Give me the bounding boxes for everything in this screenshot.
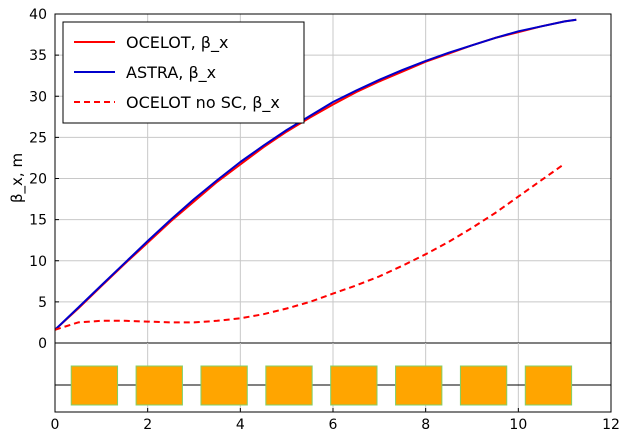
x-tick-label: 12 (602, 417, 619, 433)
quadrupole-box (135, 365, 183, 406)
quadrupole-box (200, 365, 248, 406)
series-layer (55, 18, 577, 331)
y-axis-label: β_x, m (8, 153, 27, 203)
y-tick-label: 35 (29, 48, 47, 64)
y-tick-label: 15 (29, 213, 47, 229)
y-tick-label: 0 (38, 336, 47, 352)
quadrupole-box (265, 365, 313, 406)
x-tick-label: 10 (509, 417, 527, 433)
legend-label-ocelot-no-sc: OCELOT no SC, β_x (126, 93, 280, 113)
legend-label-astra: ASTRA, β_x (126, 63, 216, 83)
x-tick-layer: 0 2 4 6 8 10 12 (51, 408, 619, 433)
quadrupole-box (70, 365, 119, 406)
x-tick-label: 8 (421, 417, 430, 433)
y-tick-label: 20 (29, 172, 47, 188)
y-tick-label: 25 (29, 130, 47, 146)
quadrupole-box (395, 365, 443, 406)
quadrupole-box (459, 365, 508, 406)
y-tick-layer: 0 5 10 15 20 25 30 35 40 (29, 7, 59, 352)
grid-layer (55, 14, 611, 343)
y-tick-label: 10 (29, 254, 47, 270)
x-tick-label: 2 (143, 417, 152, 433)
element-boxes-layer (70, 365, 573, 406)
legend: OCELOT, β_x ASTRA, β_x OCELOT no SC, β_x (62, 21, 305, 124)
x-tick-label: 6 (329, 417, 338, 433)
x-tick-label: 0 (51, 417, 60, 433)
x-tick-label: 4 (236, 417, 245, 433)
quadrupole-box (330, 365, 378, 406)
quadrupole-box (524, 365, 573, 406)
y-tick-label: 5 (38, 295, 47, 311)
elements-panel: 0 2 4 6 8 10 12 (51, 342, 619, 433)
y-tick-label: 40 (29, 7, 47, 23)
astra-beta-x-line (55, 18, 577, 331)
y-tick-label: 30 (29, 89, 47, 105)
legend-label-ocelot: OCELOT, β_x (126, 33, 228, 53)
